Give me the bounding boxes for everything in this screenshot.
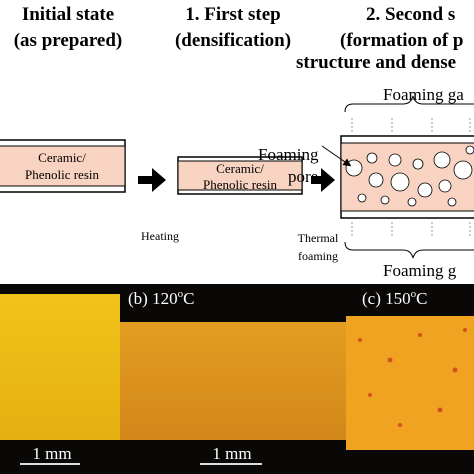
annotation: pore (288, 167, 318, 186)
scale-label: 1 mm (212, 444, 251, 463)
annotation: Foaming ga (383, 85, 464, 104)
arrow (138, 168, 166, 192)
sample-foamed (321, 95, 474, 259)
box-label: Phenolic resin (25, 167, 100, 182)
annotation: Foaming (258, 145, 319, 164)
header: (formation of p (340, 30, 463, 51)
header: (densification) (175, 30, 291, 51)
sample-dense (177, 156, 303, 195)
sample-initial (0, 139, 126, 193)
photo-a (0, 294, 120, 440)
header: structure and dense (296, 52, 456, 73)
header: 1. First step (185, 4, 281, 25)
header: Initial state (22, 4, 114, 25)
photo-label: (b) 120oC (128, 288, 194, 308)
annotation: Foaming g (383, 261, 457, 280)
box-label: Phenolic resin (203, 177, 278, 192)
header: (as prepared) (14, 30, 123, 51)
arrow (311, 168, 335, 192)
box-label: Ceramic/ (38, 150, 86, 165)
scale-label: 1 mm (32, 444, 71, 463)
box-label: Ceramic/ (216, 161, 264, 176)
arrow-label: Thermal (298, 231, 339, 245)
arrow-label: Heating (141, 229, 179, 243)
header: 2. Second s (366, 4, 455, 25)
photo-c (346, 316, 474, 450)
arrow-label: foaming (298, 249, 338, 263)
photo-label: (c) 150oC (362, 288, 427, 308)
photo-b (120, 322, 346, 440)
